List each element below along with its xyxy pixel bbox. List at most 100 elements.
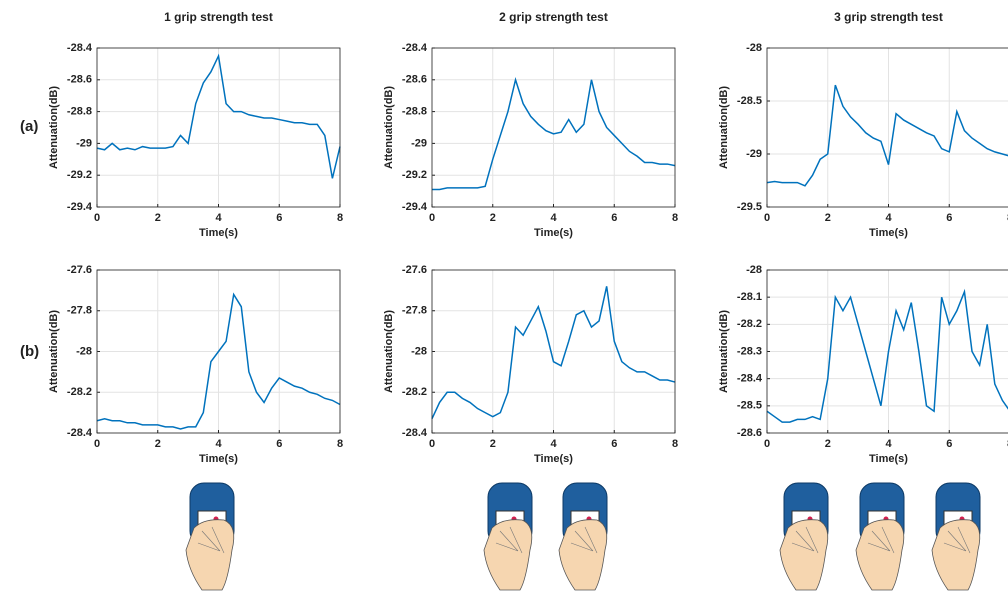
- axes-box: [96, 47, 341, 208]
- y-tick-label: -28: [746, 264, 762, 276]
- data-line: [766, 84, 1008, 187]
- y-tick-label: -28.8: [402, 106, 427, 118]
- panel: -28.6 -28.5 -28.4 -28.3 -28.2 -28.1 -28 0 2 4 6 8 Ti…: [718, 264, 1008, 465]
- y-tick-label: -28.2: [737, 318, 762, 330]
- y-tick-label: -29.2: [402, 169, 427, 181]
- y-tick-label: -29.2: [67, 169, 92, 181]
- x-tick-label: 6: [946, 438, 952, 450]
- y-tick-label: -28.2: [67, 386, 92, 398]
- x-axis-label: Time(s): [869, 227, 908, 239]
- x-tick-label: 0: [94, 438, 100, 450]
- chart-title: 1 grip strength test: [164, 10, 273, 24]
- y-tick-label: -28.6: [737, 427, 762, 439]
- y-tick-label: -28.5: [737, 95, 762, 107]
- y-tick-label: -28.4: [737, 373, 763, 385]
- y-tick-label: -29.4: [67, 201, 93, 213]
- axes-box: [766, 269, 1008, 434]
- axes-box: [96, 269, 341, 434]
- x-tick-label: 0: [764, 438, 770, 450]
- axes-box: [766, 47, 1008, 208]
- y-tick-label: -29.5: [737, 201, 762, 213]
- x-tick-label: 2: [490, 438, 496, 450]
- y-tick-label: -28.3: [737, 345, 762, 357]
- x-tick-label: 6: [276, 212, 282, 224]
- x-tick-label: 6: [611, 438, 617, 450]
- y-tick-label: -27.8: [402, 305, 427, 317]
- plot-area: [767, 48, 1008, 207]
- row-label: (a): [20, 118, 38, 135]
- x-tick-label: 4: [215, 212, 222, 224]
- hand-icon: [855, 482, 905, 591]
- y-axis-label: Attenuation(dB): [383, 86, 395, 169]
- panel: -29.4 -29.2 -29 -28.8 -28.6 -28.4 0 2 4 6 8 2 grip …: [383, 10, 678, 239]
- data-line: [96, 53, 341, 179]
- y-tick-label: -28: [76, 345, 92, 357]
- y-axis-label: Attenuation(dB): [48, 310, 60, 393]
- x-tick-label: 8: [337, 212, 343, 224]
- x-tick-label: 0: [429, 438, 435, 450]
- x-tick-label: 0: [764, 212, 770, 224]
- y-tick-label: -28.4: [402, 427, 428, 439]
- y-axis-label: Attenuation(dB): [718, 86, 730, 169]
- axes-box: [431, 269, 676, 434]
- x-tick-label: 8: [672, 212, 678, 224]
- x-axis-label: Time(s): [869, 453, 908, 465]
- y-tick-label: -28.6: [402, 74, 427, 86]
- hand-icon: [483, 482, 533, 591]
- x-tick-label: 4: [885, 438, 892, 450]
- x-tick-label: 2: [490, 212, 496, 224]
- y-tick-label: -28.4: [67, 42, 93, 54]
- chart-title: 2 grip strength test: [499, 10, 608, 24]
- panel: -29.4 -29.2 -29 -28.8 -28.6 -28.4 0 2 4 6 8 1 grip …: [48, 10, 343, 239]
- x-tick-label: 2: [825, 212, 831, 224]
- y-tick-label: -28.5: [737, 400, 762, 412]
- data-line: [96, 292, 341, 430]
- x-tick-label: 6: [276, 438, 282, 450]
- icons: [185, 482, 981, 591]
- hand-icon: [931, 482, 981, 591]
- y-axis-label: Attenuation(dB): [48, 86, 60, 169]
- x-tick-label: 2: [155, 438, 161, 450]
- y-tick-label: -29.4: [402, 201, 428, 213]
- y-tick-label: -27.6: [402, 264, 427, 276]
- row-label: (b): [20, 343, 39, 360]
- x-tick-label: 4: [550, 438, 557, 450]
- y-tick-label: -28.1: [737, 291, 762, 303]
- y-tick-label: -28.8: [67, 106, 92, 118]
- y-tick-label: -28.2: [402, 386, 427, 398]
- y-tick-label: -28: [746, 42, 762, 54]
- y-tick-label: -28.4: [402, 42, 428, 54]
- x-axis-label: Time(s): [534, 453, 573, 465]
- panel: -29.5 -29 -28.5 -28 0 2 4 6 8 3 grip strength tes…: [718, 10, 1008, 239]
- x-tick-label: 8: [1007, 212, 1008, 224]
- chart-title: 3 grip strength test: [834, 10, 943, 24]
- y-tick-label: -29: [746, 148, 762, 160]
- x-tick-label: 4: [550, 212, 557, 224]
- x-tick-label: 6: [946, 212, 952, 224]
- axes-box: [431, 47, 676, 208]
- x-tick-label: 0: [429, 212, 435, 224]
- y-axis-label: Attenuation(dB): [383, 310, 395, 393]
- x-tick-label: 8: [1007, 438, 1008, 450]
- x-tick-label: 2: [825, 438, 831, 450]
- x-tick-label: 0: [94, 212, 100, 224]
- hand-icon: [558, 482, 608, 591]
- y-tick-label: -27.8: [67, 305, 92, 317]
- panel: -28.4 -28.2 -28 -27.8 -27.6 0 2 4 6 8 Time(s) Atten…: [383, 264, 678, 465]
- hand-icon: [185, 482, 235, 591]
- data-line: [766, 288, 1008, 423]
- y-axis-label: Attenuation(dB): [718, 310, 730, 393]
- x-axis-label: Time(s): [534, 227, 573, 239]
- x-tick-label: 4: [885, 212, 892, 224]
- x-axis-label: Time(s): [199, 227, 238, 239]
- x-tick-label: 8: [337, 438, 343, 450]
- data-line: [432, 77, 676, 191]
- y-tick-label: -29: [76, 137, 92, 149]
- x-tick-label: 6: [611, 212, 617, 224]
- x-tick-label: 8: [672, 438, 678, 450]
- x-axis-label: Time(s): [199, 453, 238, 465]
- y-tick-label: -29: [411, 137, 427, 149]
- y-tick-label: -28.4: [67, 427, 93, 439]
- y-tick-label: -28.6: [67, 74, 92, 86]
